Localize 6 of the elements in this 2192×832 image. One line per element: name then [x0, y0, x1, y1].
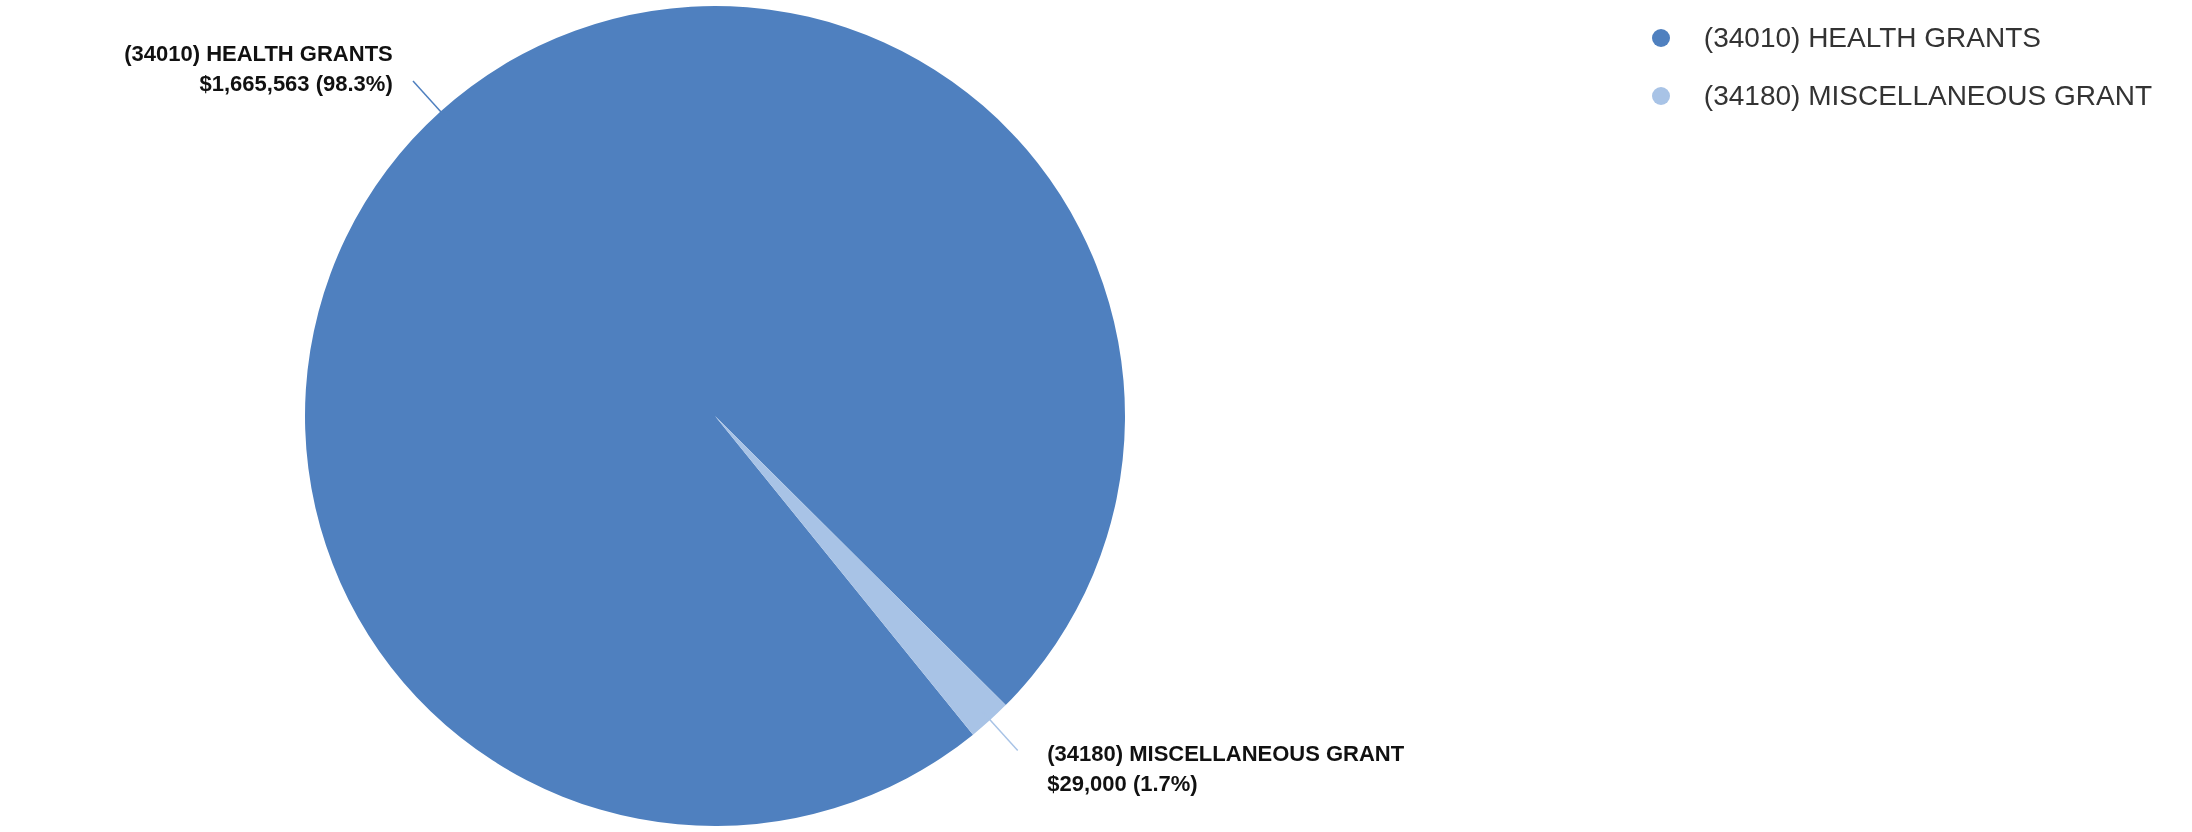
- data-label: $1,665,563 (98.3%): [199, 71, 393, 97]
- slice-label: (34010) HEALTH GRANTS: [124, 41, 393, 67]
- slice-label: (34180) MISCELLANEOUS GRANT: [1047, 740, 1405, 766]
- data-label: $29,000 (1.7%): [1047, 770, 1198, 796]
- legend-label: (34180) MISCELLANEOUS GRANT: [1703, 80, 2152, 112]
- legend-label: (34010) HEALTH GRANTS: [1703, 22, 2041, 54]
